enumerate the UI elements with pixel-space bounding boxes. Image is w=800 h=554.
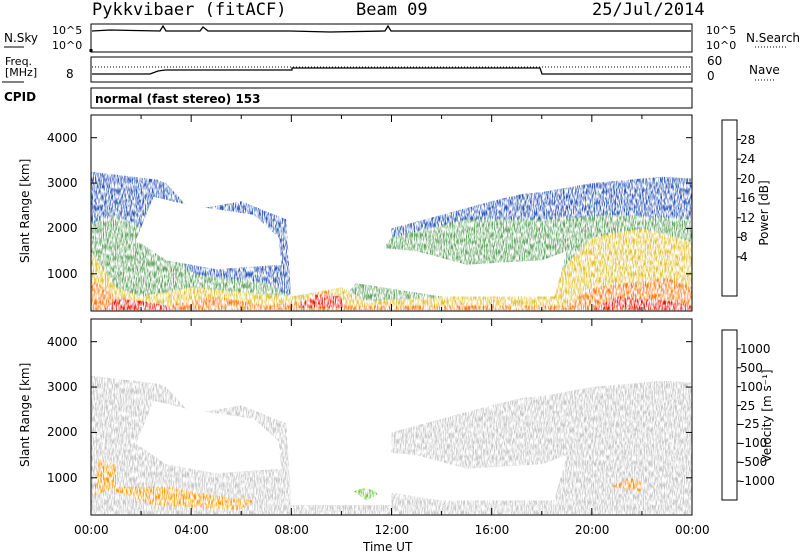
- nsky-tick-top: 10^5: [52, 24, 83, 37]
- ytick-label: 3000: [47, 176, 78, 191]
- velocity-gap: [136, 400, 282, 474]
- nsky-panel: [89, 23, 693, 53]
- xtick-label: 00:00: [74, 523, 109, 537]
- velocity-colorbar: [721, 329, 741, 501]
- date-title: 25/Jul/2014: [592, 0, 705, 20]
- nsearch-tick-top: 10^5: [706, 24, 737, 37]
- nsearch-tick-bottom: 10^0: [706, 39, 737, 52]
- power-gap: [91, 115, 692, 208]
- power-gap: [353, 246, 567, 297]
- ytick-label: 1000: [47, 266, 78, 281]
- colorbar-tick-label: -1000: [740, 474, 775, 489]
- ytick-label: 3000: [47, 380, 78, 395]
- cpid-value: normal (fast stereo) 153: [95, 92, 261, 106]
- colorbar-tick-label: 4: [740, 249, 748, 264]
- nsearch-label: N.Search: [746, 31, 800, 45]
- xtick-label: 00:00: [675, 523, 710, 537]
- xtick-label: 04:00: [174, 523, 209, 537]
- power-scatter-orange: [91, 278, 692, 311]
- freq-panel: [90, 56, 693, 83]
- nave-tick-bottom: 0: [707, 69, 715, 83]
- nsky-tick-bottom: 10^0: [52, 39, 83, 52]
- colorbar-tick-label: 8: [740, 230, 748, 245]
- ytick-label: 4000: [47, 130, 78, 145]
- colorbar-tick-label: 500: [740, 360, 763, 375]
- xtick-label: 08:00: [274, 523, 309, 537]
- power-scatter-red: [591, 296, 692, 311]
- power-gap: [136, 196, 282, 270]
- ytick-label: 4000: [47, 334, 78, 349]
- xtick-label: 16:00: [474, 523, 510, 537]
- colorbar-tick-label: 28: [740, 132, 756, 147]
- velocity-scatter-green: [353, 486, 379, 501]
- ytick-label: 2000: [47, 221, 78, 236]
- xtick-label: 12:00: [374, 523, 410, 537]
- colorbar-tick-label: 24: [740, 152, 756, 167]
- colorbar-tick-label: -100: [740, 436, 768, 451]
- xtick-label: 20:00: [574, 523, 610, 537]
- colorbar-tick-label: 12: [740, 210, 756, 225]
- power-ylabel: Slant Range [km]: [18, 158, 32, 263]
- velocity-scatter-orange: [93, 459, 254, 510]
- freq-tick: 8: [66, 67, 74, 81]
- cpid-panel: [90, 87, 693, 109]
- colorbar-tick-label: 25: [740, 398, 756, 413]
- cpid-label: CPID: [4, 90, 37, 104]
- velocity-scatter-orange: [611, 477, 642, 492]
- power-gap: [296, 169, 354, 288]
- velocity-ylabel: Slant Range [km]: [18, 362, 32, 467]
- power-panel: [90, 114, 693, 312]
- nave-line: [92, 67, 691, 75]
- velocity-gap: [353, 450, 567, 501]
- colorbar-tick-label: 20: [740, 171, 756, 186]
- freq-unit: [MHz]: [5, 66, 38, 79]
- power-colorbar-label: Power [dB]: [757, 180, 771, 246]
- colorbar-tick-label: 100: [740, 379, 763, 394]
- velocity-gap: [296, 373, 354, 492]
- nsky-line: [91, 24, 691, 33]
- power-colorbar: [721, 119, 741, 297]
- x-axis-label: Time UT: [363, 540, 413, 554]
- power-scatter-red: [296, 294, 347, 308]
- colorbar-tick-label: -500: [740, 455, 768, 470]
- beam-title: Beam 09: [356, 0, 428, 20]
- ytick-label: 2000: [47, 425, 78, 440]
- nave-tick-top: 60: [707, 54, 723, 68]
- station-title: Pykkvibaer (fitACF): [92, 0, 287, 20]
- ytick-label: 1000: [47, 470, 78, 485]
- freq-label: Freq.: [5, 55, 33, 68]
- colorbar-tick-label: 16: [740, 191, 756, 206]
- nave-label: Nave: [749, 63, 780, 77]
- colorbar-tick-label: -25: [740, 417, 760, 432]
- colorbar-tick-label: 1000: [740, 341, 771, 356]
- nsky-label: N.Sky: [4, 31, 39, 45]
- velocity-panel: [90, 318, 693, 516]
- velocity-gap: [91, 319, 692, 412]
- power-scatter-red: [103, 298, 174, 311]
